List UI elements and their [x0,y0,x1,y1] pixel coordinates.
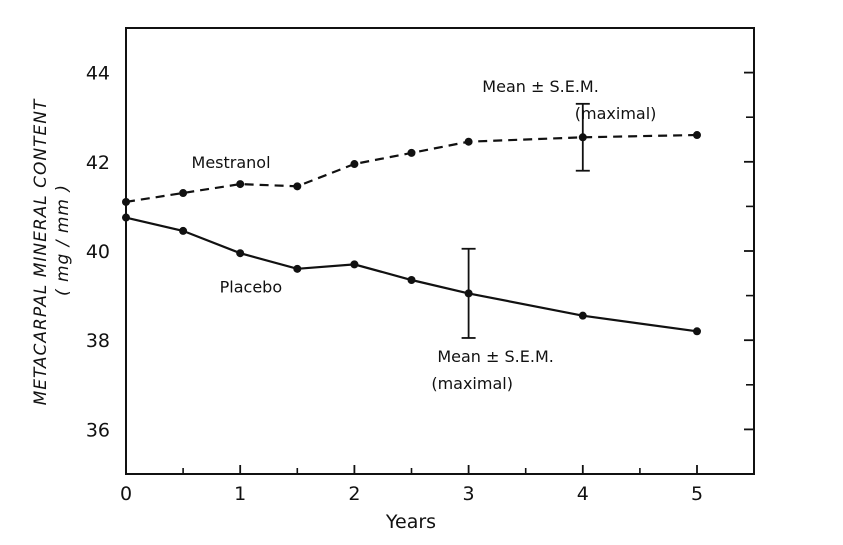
data-point-placebo [179,226,188,235]
data-point-placebo [350,260,359,269]
data-point-placebo [122,213,130,222]
plot-frame [125,27,755,475]
y-axis-label: METACARPAL MINERAL CONTENT [31,98,51,405]
data-point-placebo [693,327,701,336]
data-point-mestranol [407,148,416,157]
x-tick-label: 5 [691,483,703,505]
sem-annotation-mestranol-line1: Mean ± S.E.M. [482,77,599,96]
y-tick-label: 38 [86,330,110,352]
sem-annotation-placebo-line1: Mean ± S.E.M. [437,347,553,366]
data-point-placebo [293,264,302,273]
data-point-placebo [236,249,245,258]
sem-annotation-mestranol-line2: (maximal) [575,104,657,123]
sem-annotation-placebo-line2: (maximal) [431,374,513,393]
series-line-mestranol [125,133,698,203]
x-tick-label: 1 [234,483,246,505]
data-point-mestranol [236,180,245,189]
data-point-placebo [578,311,587,320]
data-point-mestranol [293,182,302,191]
y-tick-label: 42 [86,152,110,174]
data-point-mestranol [693,131,701,140]
series-label-placebo: Placebo [220,278,282,297]
data-point-placebo [407,275,416,284]
error-bar-layer [461,102,590,339]
series-line-placebo [125,216,698,333]
data-point-mestranol [464,137,473,146]
data-point-mestranol [179,189,188,198]
y-tick-label: 36 [86,419,110,441]
y-tick-label: 44 [86,63,110,85]
data-point-mestranol [122,197,130,206]
x-tick-label: 2 [348,483,360,505]
data-point-mestranol [350,160,359,169]
y-tick-label: 40 [86,241,110,263]
x-tick-label: 0 [120,483,132,505]
y-axis-units: ( mg / mm ) [53,184,73,296]
x-axis-label: Years [385,511,436,533]
x-tick-label: 3 [463,483,475,505]
series-label-mestranol: Mestranol [192,153,271,172]
ticks-layer: 36 38 40 42 44 0 1 2 3 4 5 [86,63,754,505]
x-tick-label: 4 [577,483,589,505]
